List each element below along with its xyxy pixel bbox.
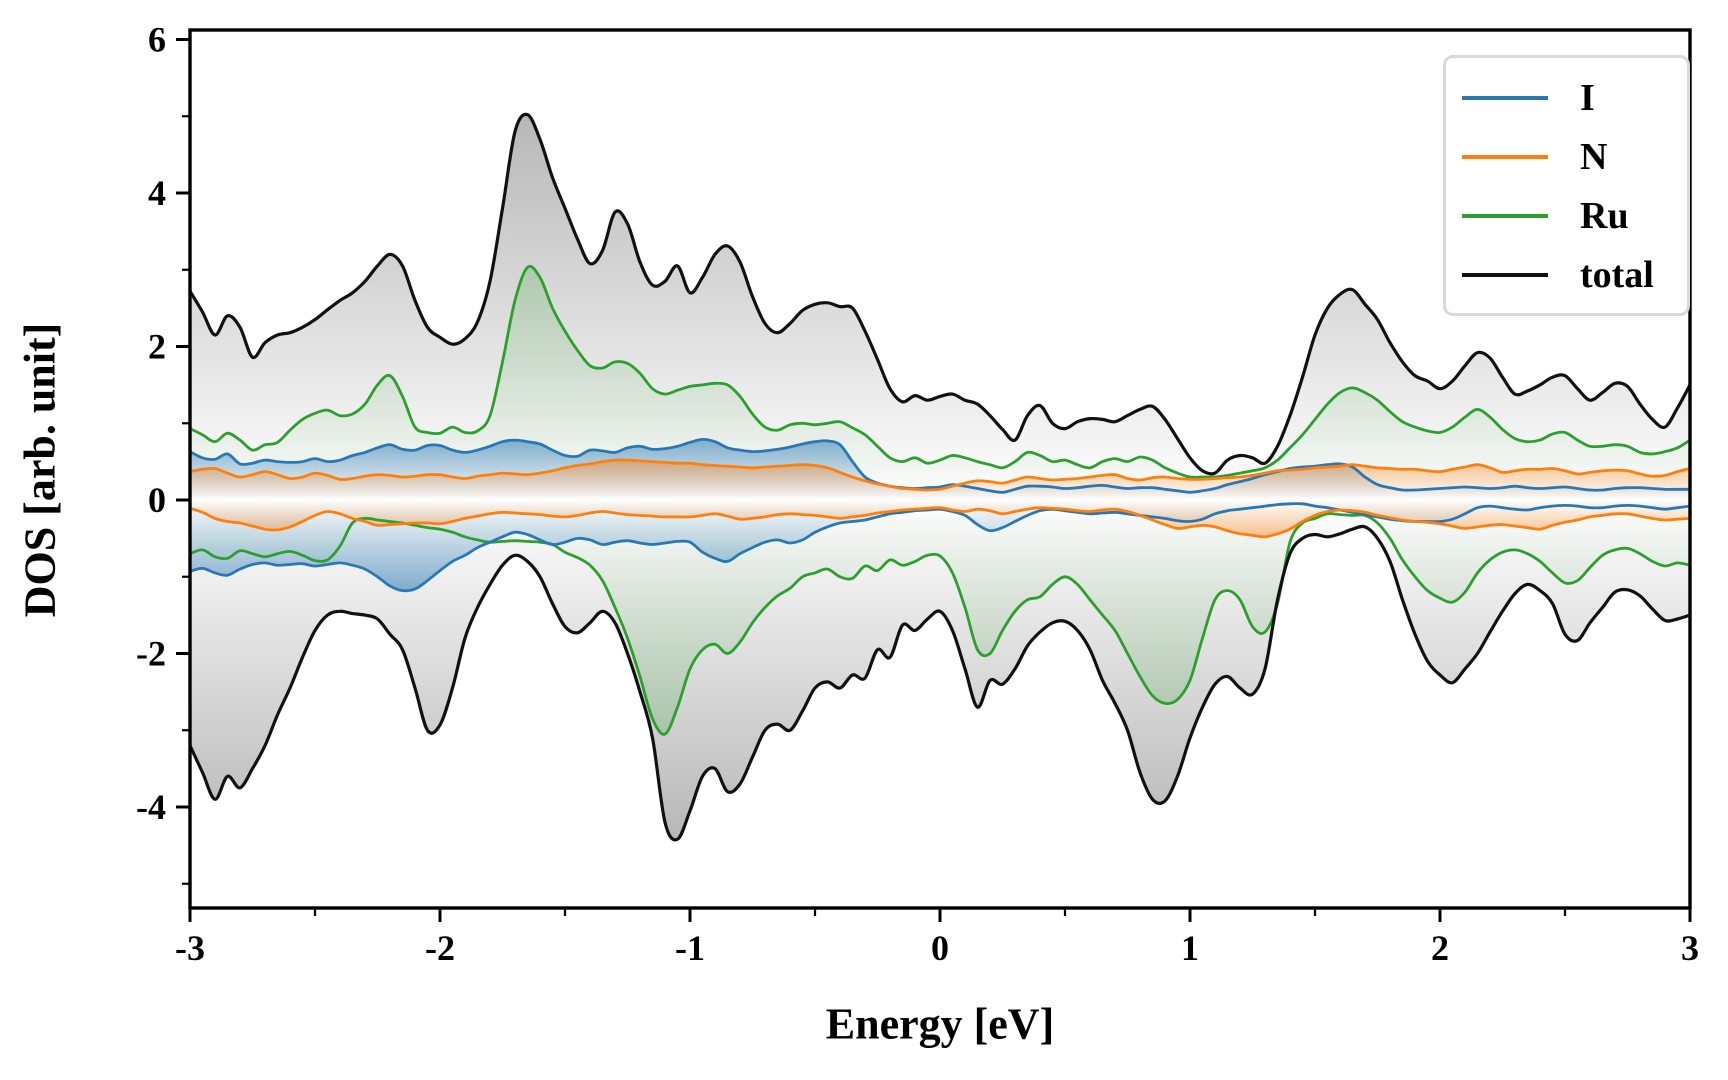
legend-item-total: total <box>1462 251 1669 299</box>
curve-N-down <box>190 506 1690 539</box>
x-tick-label-2: 2 <box>1431 928 1449 968</box>
fill-I-down <box>190 500 1690 591</box>
y-axis-label: DOS [arb. unit] <box>15 322 65 618</box>
curve-I-down <box>190 502 1690 593</box>
x-tick-label--2: -2 <box>425 928 455 968</box>
legend-line-Ru <box>1462 214 1548 218</box>
legend: I N Ru total <box>1443 55 1690 316</box>
y-tick-label--2: -2 <box>136 634 166 674</box>
x-tick-label-3: 3 <box>1681 928 1699 968</box>
curve-total-up <box>190 112 1690 476</box>
curve-Ru-down <box>190 512 1690 736</box>
legend-label: I <box>1580 77 1595 119</box>
y-tick-label-6: 6 <box>148 20 166 60</box>
y-tick-label--4: -4 <box>136 787 166 827</box>
curve-N-up <box>190 458 1690 492</box>
x-tick-label-0: 0 <box>931 928 949 968</box>
x-tick-label--3: -3 <box>175 928 205 968</box>
curve-Ru-up <box>190 265 1690 479</box>
legend-line-total <box>1462 273 1548 277</box>
curve-total-down <box>190 524 1690 842</box>
x-axis-label: Energy [eV] <box>825 999 1055 1049</box>
fill-N-up <box>190 459 1690 500</box>
legend-line-N <box>1462 155 1548 159</box>
plot-area <box>190 112 1690 842</box>
fill-N-down <box>190 500 1690 537</box>
legend-label: Ru <box>1580 195 1629 237</box>
legend-item-I: I <box>1462 74 1669 122</box>
y-tick-label-4: 4 <box>148 173 166 213</box>
fill-total-down <box>190 500 1690 840</box>
x-tick-label-1: 1 <box>1181 928 1199 968</box>
axes-ticks: -3 -2 -1 0 1 2 3 -4 -2 0 2 4 6 <box>136 20 1699 969</box>
legend-item-Ru: Ru <box>1462 192 1669 240</box>
fill-Ru-up <box>190 266 1690 500</box>
x-tick-label--1: -1 <box>675 928 705 968</box>
curve-I-up <box>190 437 1690 494</box>
legend-line-I <box>1462 96 1548 100</box>
legend-item-N: N <box>1462 133 1669 181</box>
legend-label: N <box>1580 136 1608 178</box>
legend-label: total <box>1580 254 1654 296</box>
y-tick-label-2: 2 <box>148 327 166 367</box>
y-tick-label-0: 0 <box>148 480 166 520</box>
